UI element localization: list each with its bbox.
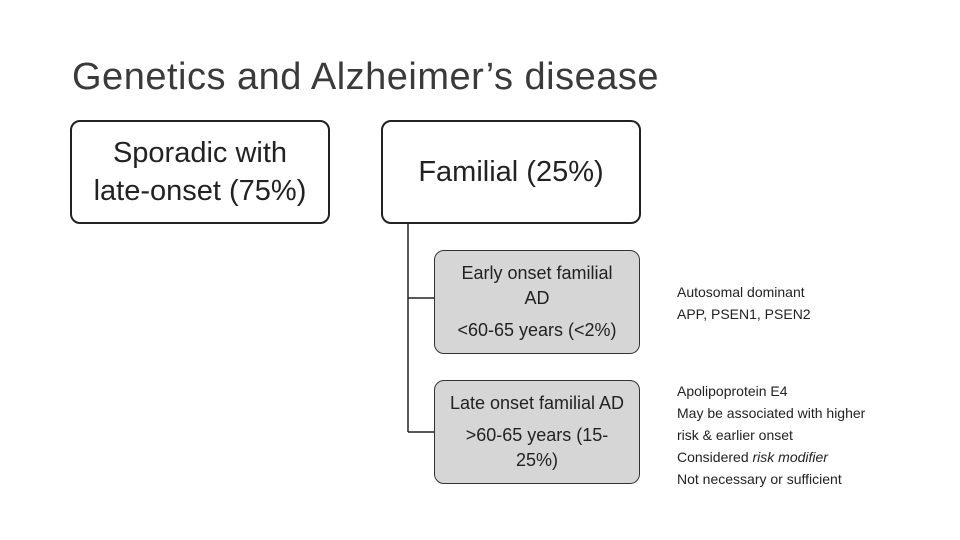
late-note-risk-modifier: risk modifier	[752, 449, 828, 465]
early-onset-title: Early onset familial	[461, 263, 613, 283]
sporadic-label-line2: late-onset (75%)	[93, 175, 307, 207]
late-note-line3: risk & earlier onset	[677, 427, 793, 443]
early-note-line1: Autosomal dominant	[677, 284, 805, 300]
sporadic-box: Sporadic with late-onset (75%)	[70, 120, 330, 224]
familial-box: Familial (25%)	[381, 120, 641, 224]
early-onset-note: Autosomal dominant APP, PSEN1, PSEN2	[677, 281, 811, 325]
early-onset-age: <60-65 years (<2%)	[457, 320, 617, 340]
familial-label: Familial (25%)	[418, 155, 604, 188]
early-onset-title-cont: AD	[524, 288, 550, 308]
late-onset-note: Apolipoprotein E4 May be associated with…	[677, 380, 865, 490]
late-note-line5: Not necessary or sufficient	[677, 471, 842, 487]
late-onset-title: Late onset familial AD	[449, 393, 625, 413]
late-onset-age: >60-65 years (15-	[465, 425, 609, 445]
late-note-line4: Considered risk modifier	[677, 446, 865, 468]
late-note-line1: Apolipoprotein E4	[677, 383, 788, 399]
late-onset-box: Late onset familial AD >60-65 years (15-…	[434, 380, 640, 484]
late-note-line4-prefix: Considered	[677, 449, 753, 465]
late-note-line2: May be associated with higher	[677, 405, 866, 421]
sporadic-label-line1: Sporadic with	[112, 137, 288, 169]
late-onset-age-cont: 25%)	[515, 450, 559, 470]
early-note-line2: APP, PSEN1, PSEN2	[677, 306, 811, 322]
early-onset-box: Early onset familial AD <60-65 years (<2…	[434, 250, 640, 354]
page-title: Genetics and Alzheimer’s disease	[72, 56, 660, 98]
